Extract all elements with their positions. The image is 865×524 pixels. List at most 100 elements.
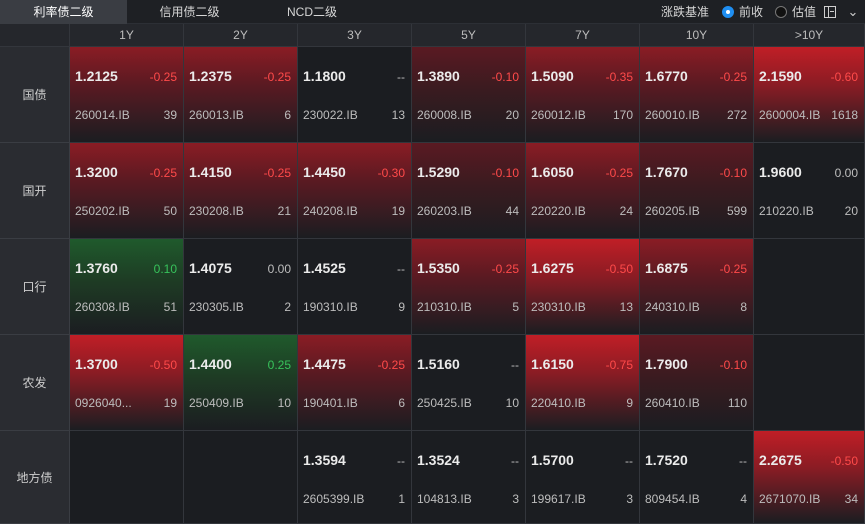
change-value: -0.50 [149,358,177,372]
yield-value: 1.3594 [303,452,346,468]
trade-count: 8 [740,300,747,314]
yield-value: 1.4525 [303,260,346,276]
yield-value: 1.7520 [645,452,688,468]
change-value: 0.00 [267,262,291,276]
bond-code: 104813.IB [417,492,472,506]
bond-code: 260008.IB [417,108,472,122]
trade-count: 4 [740,492,747,506]
change-value: -0.25 [605,166,633,180]
yield-cell[interactable]: 1.4150 -0.25 230208.IB 21 [184,143,298,239]
change-value: -0.25 [719,70,747,84]
bond-code: 230305.IB [189,300,244,314]
yield-cell[interactable]: 1.2375 -0.25 260013.IB 6 [184,47,298,143]
change-value: -- [625,454,633,468]
radio-valuation-label[interactable]: 估值 [792,5,817,19]
yield-value: 1.6050 [531,164,574,180]
change-value: -0.25 [263,70,291,84]
yield-cell[interactable]: 2.1590 -0.60 2600004.IB 1618 [754,47,865,143]
yield-cell[interactable]: 1.4525 -- 190310.IB 9 [298,239,412,335]
yield-cell[interactable]: 1.5160 -- 250425.IB 10 [412,335,526,431]
trade-count: 13 [391,108,405,122]
tab-rate-bond-secondary[interactable]: 利率债二级 [0,0,127,24]
row-label: 地方债 [0,431,70,524]
row-label: 国债 [0,47,70,143]
trade-count: 44 [505,204,519,218]
bond-code: 220220.IB [531,204,586,218]
yield-cell[interactable]: 1.6875 -0.25 240310.IB 8 [640,239,754,335]
trade-count: 50 [163,204,177,218]
bond-code: 260014.IB [75,108,130,122]
bond-code: 220410.IB [531,396,586,410]
change-basis-label: 涨跌基准 [661,5,710,19]
trade-count: 19 [163,396,177,410]
trade-count: 19 [391,204,405,218]
yield-cell[interactable]: 2.2675 -0.50 2671070.IB 34 [754,431,865,524]
yield-value: 1.3700 [75,356,118,372]
bond-code: 240310.IB [645,300,700,314]
empty-cell [754,335,865,431]
yield-cell[interactable]: 1.3200 -0.25 250202.IB 50 [70,143,184,239]
radio-prev-close-label[interactable]: 前收 [739,5,764,19]
yield-value: 1.6875 [645,260,688,276]
tenor-header[interactable]: 10Y [640,24,754,47]
split-panel-icon[interactable] [824,6,836,18]
collapse-icon[interactable]: ⌄ [847,4,859,19]
yield-cell[interactable]: 1.4075 0.00 230305.IB 2 [184,239,298,335]
bond-code: 260012.IB [531,108,586,122]
yield-cell[interactable]: 1.3700 -0.50 0926040... 19 [70,335,184,431]
yield-cell[interactable]: 1.3890 -0.10 260008.IB 20 [412,47,526,143]
yield-cell[interactable]: 1.4450 -0.30 240208.IB 19 [298,143,412,239]
yield-cell[interactable]: 1.2125 -0.25 260014.IB 39 [70,47,184,143]
change-value: -0.35 [605,70,633,84]
empty-cell [754,239,865,335]
yield-cell[interactable]: 1.5350 -0.25 210310.IB 5 [412,239,526,335]
yield-cell[interactable]: 1.6770 -0.25 260010.IB 272 [640,47,754,143]
yield-value: 1.6275 [531,260,574,276]
yield-value: 1.5160 [417,356,460,372]
change-value: -0.10 [491,70,519,84]
yield-value: 1.4475 [303,356,346,372]
tab-credit-bond-secondary[interactable]: 信用债二级 [159,5,220,19]
yield-cell[interactable]: 1.6050 -0.25 220220.IB 24 [526,143,640,239]
yield-cell[interactable]: 1.9600 0.00 210220.IB 20 [754,143,865,239]
yield-cell[interactable]: 1.5290 -0.10 260203.IB 44 [412,143,526,239]
yield-value: 1.7670 [645,164,688,180]
change-value: -0.10 [491,166,519,180]
tenor-header[interactable]: 7Y [526,24,640,47]
tenor-header[interactable]: 2Y [184,24,298,47]
top-bar: 利率债二级 信用债二级 NCD二级 涨跌基准 前收 估值 ⌄ [0,0,865,24]
yield-cell[interactable]: 1.3594 -- 2605399.IB 1 [298,431,412,524]
bond-code: 199617.IB [531,492,586,506]
tenor-header[interactable]: >10Y [754,24,865,47]
change-value: -0.10 [719,358,747,372]
yield-cell[interactable]: 1.6275 -0.50 230310.IB 13 [526,239,640,335]
bond-code: 240208.IB [303,204,358,218]
yield-cell[interactable]: 1.7900 -0.10 260410.IB 110 [640,335,754,431]
yield-cell[interactable]: 1.3760 0.10 260308.IB 51 [70,239,184,335]
yield-cell[interactable]: 1.7670 -0.10 260205.IB 599 [640,143,754,239]
tenor-header[interactable]: 3Y [298,24,412,47]
change-value: -- [397,454,405,468]
yield-cell[interactable]: 1.1800 -- 230022.IB 13 [298,47,412,143]
tenor-header[interactable]: 1Y [70,24,184,47]
yield-value: 2.1590 [759,68,802,84]
change-value: -0.25 [377,358,405,372]
bond-code: 260013.IB [189,108,244,122]
trade-count: 599 [726,204,747,218]
yield-cell[interactable]: 1.5700 -- 199617.IB 3 [526,431,640,524]
trade-count: 10 [277,396,291,410]
yield-cell[interactable]: 1.4400 0.25 250409.IB 10 [184,335,298,431]
tenor-header[interactable]: 5Y [412,24,526,47]
yield-cell[interactable]: 1.3524 -- 104813.IB 3 [412,431,526,524]
change-value: -0.25 [149,166,177,180]
yield-cell[interactable]: 1.7520 -- 809454.IB 4 [640,431,754,524]
bond-code: 2671070.IB [759,492,821,506]
tab-ncd-secondary[interactable]: NCD二级 [287,5,337,19]
yield-cell[interactable]: 1.4475 -0.25 190401.IB 6 [298,335,412,431]
row-label: 国开 [0,143,70,239]
yield-cell[interactable]: 1.6150 -0.75 220410.IB 9 [526,335,640,431]
radio-valuation[interactable] [775,6,787,18]
radio-prev-close[interactable] [722,6,734,18]
yield-cell[interactable]: 1.5090 -0.35 260012.IB 170 [526,47,640,143]
yield-value: 2.2675 [759,452,802,468]
